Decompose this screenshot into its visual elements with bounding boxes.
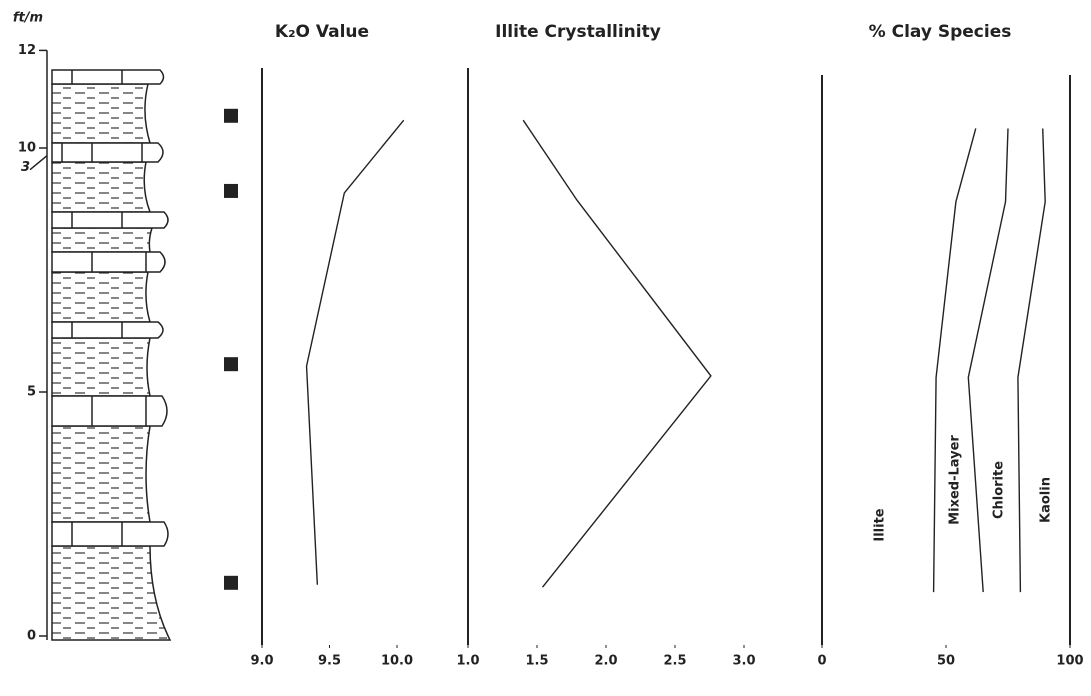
sample-marker [224, 575, 238, 590]
y2-tick [29, 155, 48, 171]
strat-column [51, 69, 172, 641]
x-tick-label: 9.0 [250, 654, 273, 669]
x-tick-label: 10.0 [381, 654, 413, 669]
profile-line [522, 119, 712, 588]
x-tick-label: 1.0 [456, 654, 479, 669]
x-tick-label: 100 [1056, 654, 1083, 669]
shale-unit [51, 161, 152, 213]
sample-marker [224, 357, 238, 372]
shale-unit [51, 337, 151, 397]
y2-tick-label: 3 [21, 160, 30, 175]
y-tick-label: 0 [27, 629, 36, 644]
species-label: Chlorite [992, 461, 1007, 519]
x-tick-label: 1.5 [525, 654, 548, 669]
species-label: Mixed-Layer [948, 435, 963, 525]
sample-marker [224, 108, 238, 123]
species-boundary [1017, 128, 1046, 593]
species-label: Illite [873, 508, 888, 541]
x-tick-label: 9.5 [318, 654, 341, 669]
species-boundary [967, 128, 1009, 593]
x-tick-label: 2.5 [663, 654, 686, 669]
panel-title: % Clay Species [869, 22, 1012, 42]
panel-title: K₂O Value [275, 22, 369, 42]
y-tick-label: 10 [18, 141, 36, 156]
species-boundary [932, 128, 977, 593]
limestone-beds [51, 69, 169, 547]
shale-unit [51, 83, 152, 144]
x-tick-label: 0 [817, 654, 826, 669]
panel-title: Illite Crystallinity [495, 22, 661, 42]
x-tick-label: 2.0 [594, 654, 617, 669]
sample-marker [224, 183, 238, 198]
x-tick-label: 50 [937, 654, 955, 669]
y-tick-label: 12 [18, 43, 36, 58]
shale-unit [51, 227, 154, 253]
shale-unit [51, 271, 151, 323]
y-axis-label: ft/m [13, 11, 43, 26]
y-tick-label: 5 [27, 385, 36, 400]
shale-unit [51, 545, 172, 641]
profile-line [305, 119, 405, 585]
species-label: Kaolin [1039, 477, 1054, 523]
x-tick-label: 3.0 [732, 654, 755, 669]
shale-unit [51, 425, 151, 523]
